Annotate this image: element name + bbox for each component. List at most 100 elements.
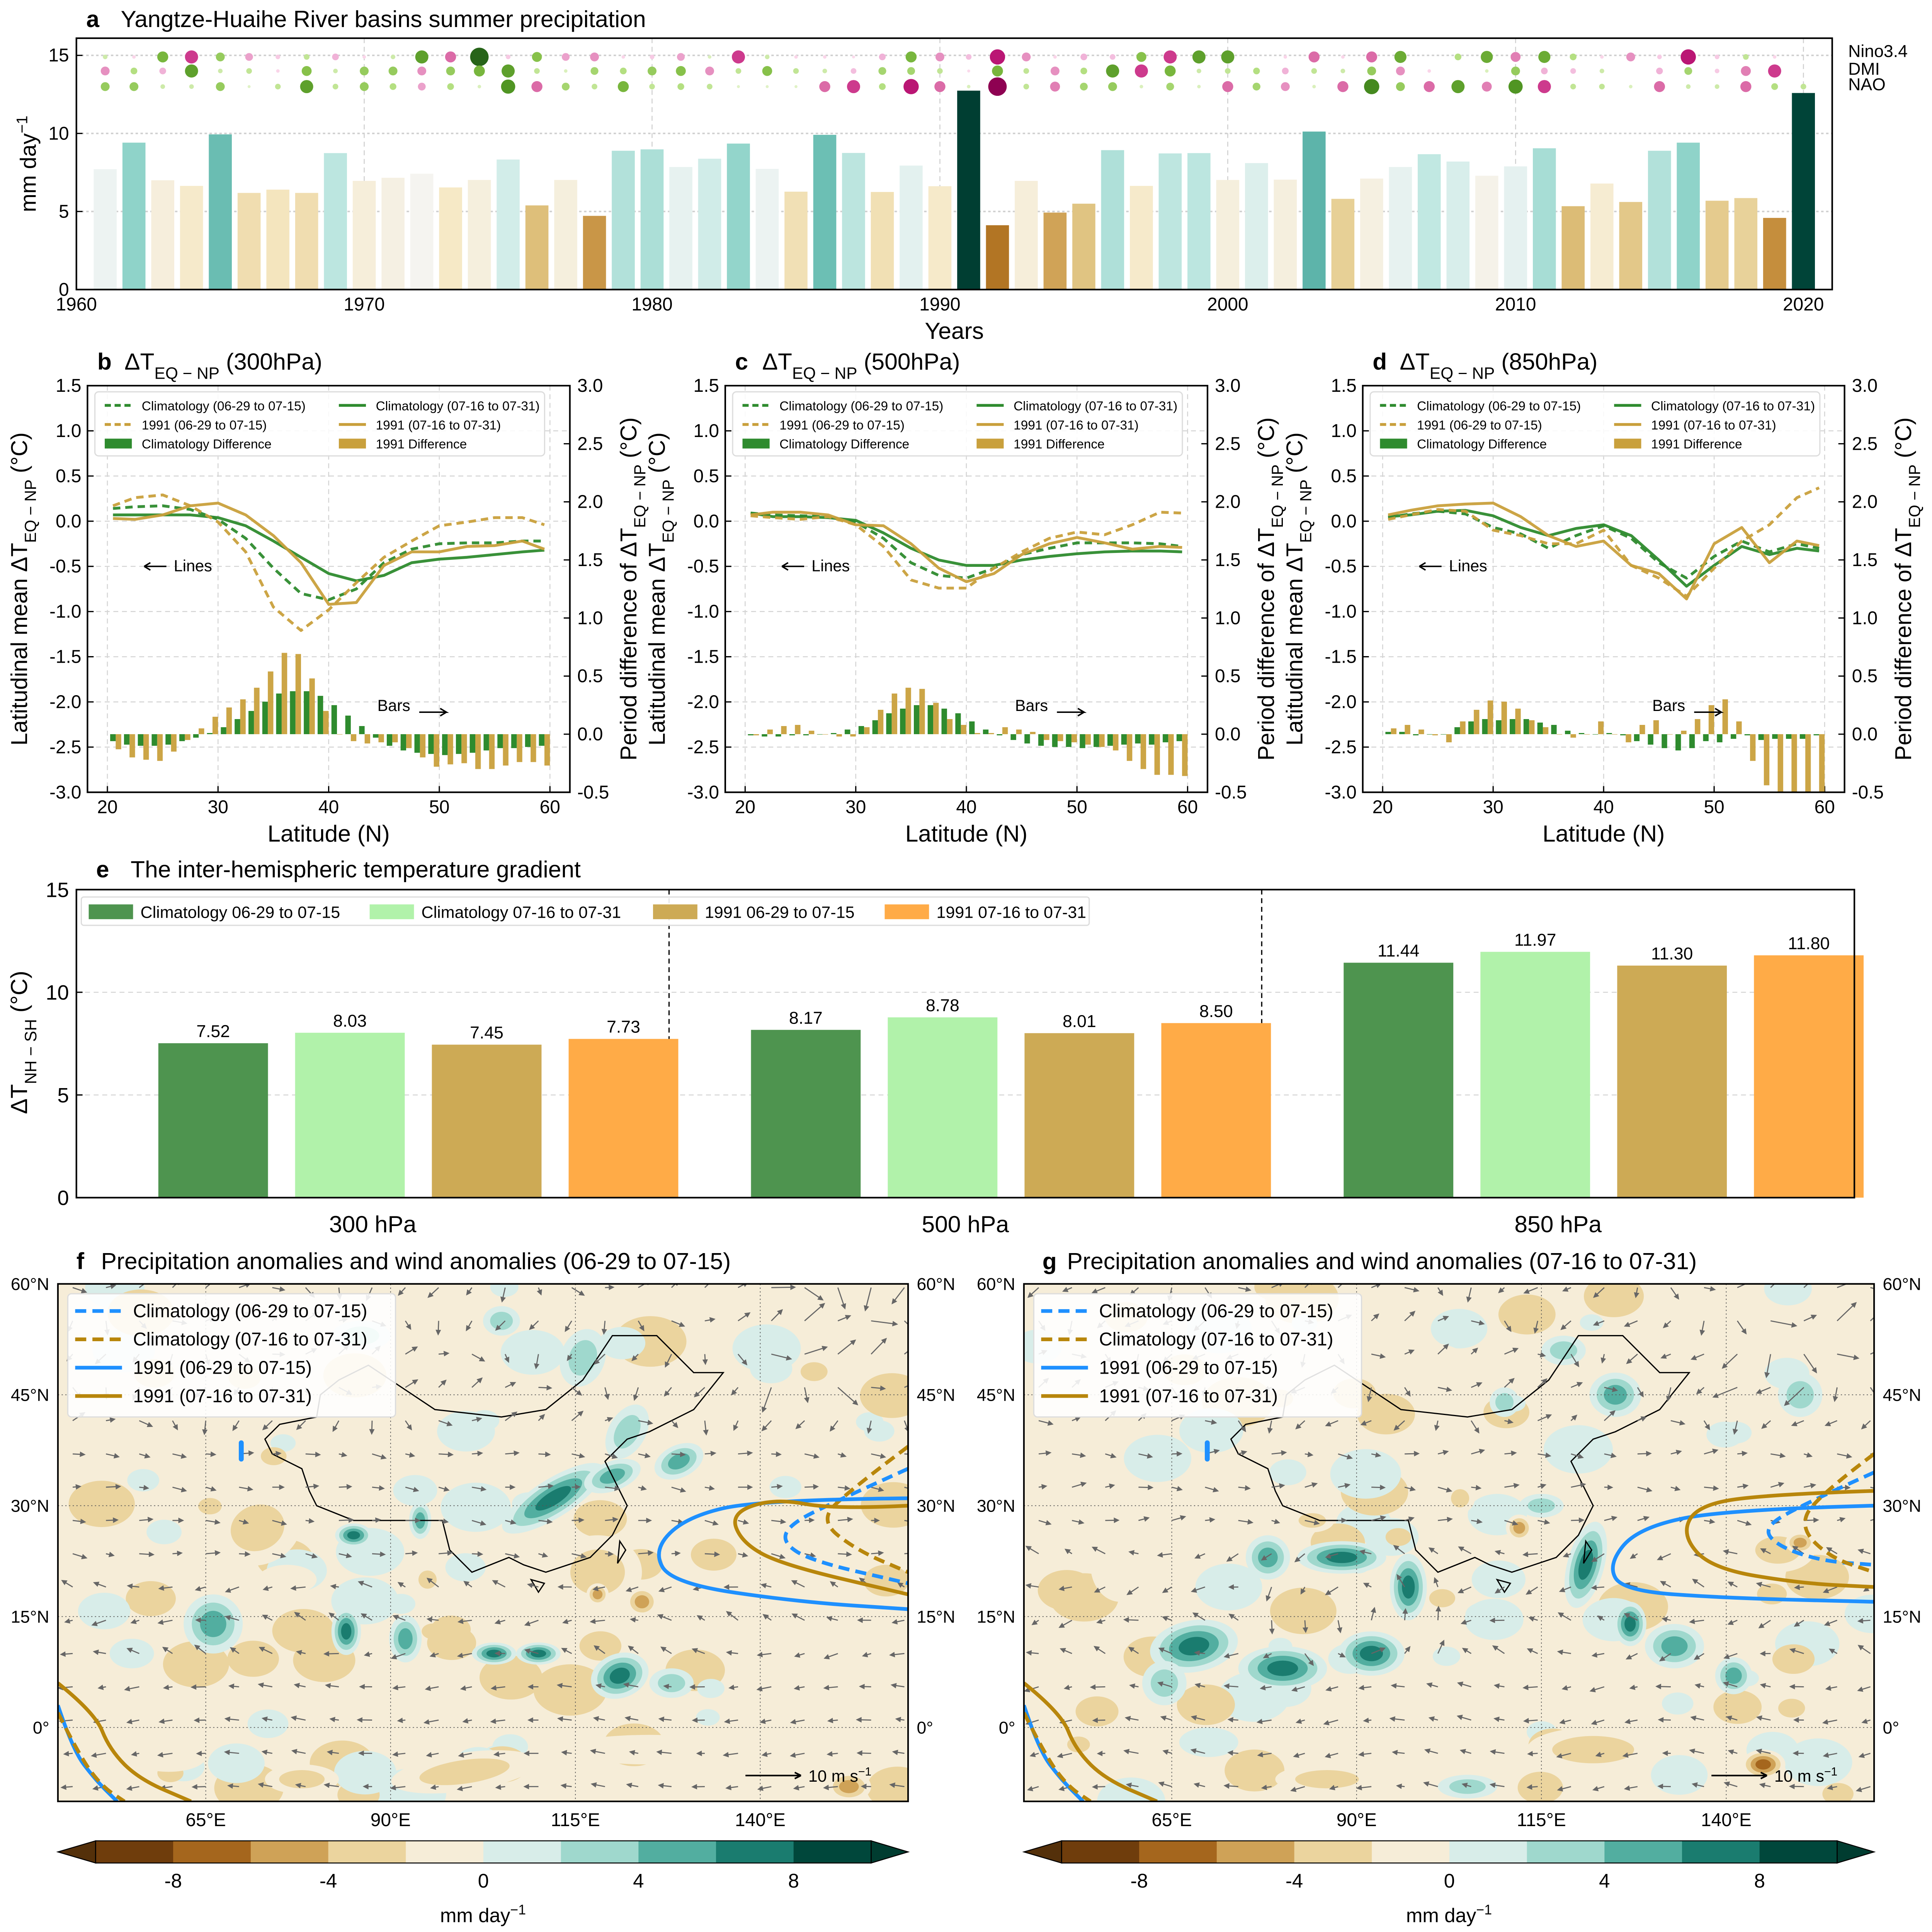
wind-vector-icon [1437, 1344, 1449, 1355]
wind-vector-icon [571, 1453, 585, 1459]
y-axis-label-right: Period difference of ΔTEQ − NP (°C) [1891, 417, 1923, 760]
wind-vector-icon [1128, 1550, 1139, 1556]
wind-vector-icon [1823, 1752, 1837, 1758]
index-dot-dmi-1975 [502, 64, 515, 78]
y-tick-label-left: 0.0 [1331, 511, 1356, 532]
wind-vector-icon [664, 1387, 672, 1397]
reference-vector-label-part: 10 m s [808, 1767, 858, 1786]
index-dot-nino34-1998 [1163, 50, 1177, 64]
wind-vector-icon [1471, 1449, 1485, 1455]
wind-vector-icon [605, 1517, 619, 1522]
wind-vector-icon [1624, 1320, 1638, 1327]
colorbar-bin [173, 1841, 251, 1863]
wind-vector-icon [791, 1613, 805, 1621]
dry-anomaly [279, 1770, 325, 1789]
wind-vector-icon [457, 1618, 472, 1624]
precipitation-map [1024, 1284, 1874, 1801]
index-dot-dmi-2009 [1485, 69, 1489, 73]
colorbar-bin [1372, 1841, 1450, 1863]
wind-vector-icon [738, 1519, 749, 1525]
wind-vector-icon [1870, 1316, 1874, 1321]
index-dot-dmi-1972 [417, 66, 427, 76]
wind-vector-icon [1589, 1686, 1605, 1692]
wind-vector-icon [1537, 1519, 1550, 1525]
precip-bar-1989 [900, 165, 923, 290]
index-dot-nino34-1995 [1080, 53, 1087, 61]
wind-vector-icon [1227, 1717, 1238, 1723]
precip-patch [146, 1519, 182, 1544]
wind-vector-icon [390, 1785, 406, 1791]
precip-bar-2002 [1274, 179, 1297, 290]
wind-vector-icon [1404, 1486, 1416, 1492]
wind-vector-icon [1238, 1286, 1252, 1292]
wind-vector-icon [1172, 1486, 1183, 1492]
index-dot-nao-2016 [1686, 84, 1691, 89]
wind-vector-icon [1029, 1752, 1039, 1757]
y-tick-label-right: -0.5 [1215, 782, 1247, 803]
wind-vector-icon [1404, 1387, 1411, 1397]
wind-vector-icon [571, 1517, 585, 1523]
panel-title: Precipitation anomalies and wind anomali… [101, 1248, 731, 1274]
gradient-bar [1161, 1023, 1271, 1198]
line-1991-06-29-to-07-15- [750, 510, 1182, 590]
wind-vector-icon [1837, 1302, 1857, 1321]
diff-1991-bar [1584, 734, 1590, 735]
index-dot-nao-1973 [447, 83, 454, 90]
wind-vector-icon [1238, 1519, 1254, 1525]
wind-vector-icon [904, 1451, 908, 1457]
wind-vector-icon [731, 1387, 739, 1396]
diff-1991-bar [475, 734, 481, 769]
index-dot-nino34-1979 [621, 55, 625, 59]
panel-title-part: EQ − NP [155, 364, 220, 382]
wind-vector-icon [325, 1683, 339, 1689]
diff-clim-bar [789, 734, 795, 736]
diff-1991-bar [1460, 721, 1466, 735]
dry-anomaly [592, 1589, 603, 1600]
wind-vector-icon [1461, 1619, 1471, 1625]
wind-vector-icon [657, 1614, 672, 1621]
lat-label-right: 15°N [1883, 1608, 1921, 1627]
wind-vector-icon [1827, 1784, 1837, 1791]
wind-vector-icon [723, 1752, 738, 1757]
wind-vector-icon [1723, 1549, 1738, 1555]
wind-vector-icon [638, 1550, 654, 1556]
dry-anomaly [767, 1668, 842, 1713]
wind-vector-icon [1238, 1450, 1248, 1456]
diff-1991-bar [337, 734, 343, 735]
legend-label: 1991 07-16 to 07-31 [936, 903, 1086, 922]
wind-vector-icon [1498, 1287, 1505, 1293]
wind-vector-icon [405, 1550, 418, 1556]
wind-vector-icon [1290, 1786, 1305, 1792]
diff-clim-bar [1427, 734, 1432, 735]
wind-vector-icon [1662, 1750, 1671, 1756]
wind-vector-icon [523, 1784, 539, 1789]
legend-label: 1991 (07-16 to 07-31) [1099, 1386, 1278, 1406]
diff-clim-bar [1176, 734, 1182, 742]
wind-vector-icon [157, 1752, 173, 1758]
panel-letter: e [96, 856, 109, 882]
diff-1991-bar [1168, 734, 1174, 775]
x-tick-label: 40 [956, 797, 976, 818]
wind-vector-icon [1570, 1354, 1579, 1367]
diff-1991-bar [1750, 734, 1756, 761]
wind-vector-icon [1803, 1354, 1817, 1374]
wind-vector-icon [405, 1346, 418, 1355]
wind-vector-icon [1356, 1785, 1372, 1791]
wind-vector-icon [904, 1553, 908, 1554]
diff-1991-bar [1791, 734, 1797, 793]
wind-vector-icon [1325, 1686, 1338, 1692]
wind-vector-icon [239, 1486, 253, 1492]
wet-anomaly [535, 1486, 571, 1511]
index-dot-nao-2008 [1451, 80, 1465, 94]
diff-1991-bar [933, 702, 939, 735]
wind-vector-icon [560, 1783, 572, 1789]
colorbar-bin [1527, 1841, 1605, 1863]
wind-vector-icon [1323, 1719, 1338, 1726]
index-dot-nino34-2018 [1743, 54, 1749, 60]
wind-vector-icon [527, 1583, 539, 1588]
wind-vector-icon [561, 1648, 572, 1654]
wind-vector-icon [1437, 1450, 1449, 1455]
wind-vector-icon [423, 1719, 439, 1725]
wind-vector-icon [524, 1619, 539, 1626]
wind-vector-icon [1456, 1714, 1471, 1721]
